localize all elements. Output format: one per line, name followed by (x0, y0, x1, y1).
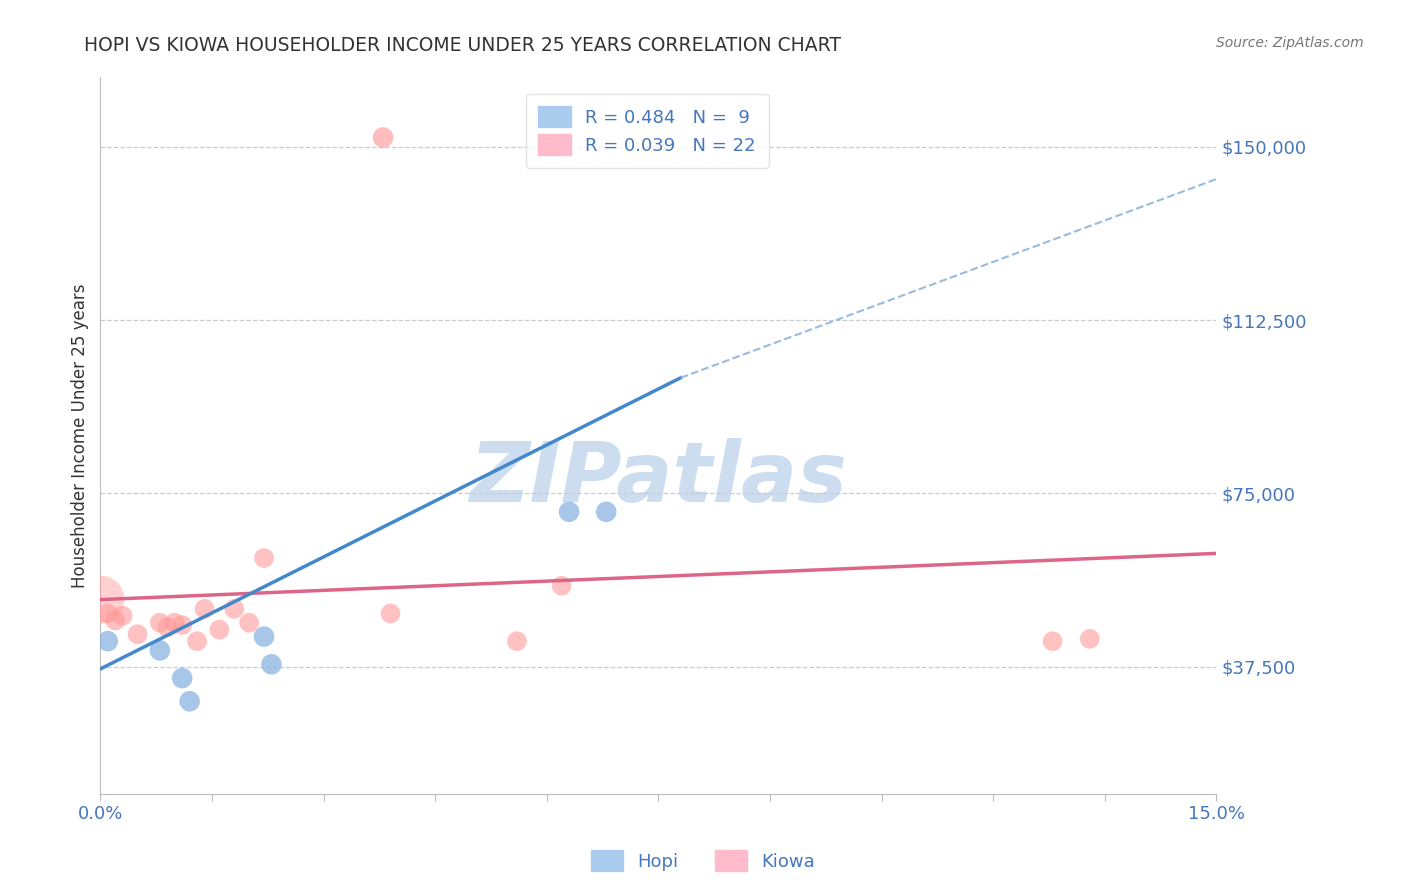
Point (163, 615, 186, 630)
Point (97, 634, 120, 648)
Point (193, 602, 215, 616)
Point (595, 505, 617, 519)
Point (97, 607, 120, 621)
Point (371, 130, 394, 145)
Point (253, 551, 276, 566)
Point (149, 643, 172, 657)
Text: HOPI VS KIOWA HOUSEHOLDER INCOME UNDER 25 YEARS CORRELATION CHART: HOPI VS KIOWA HOUSEHOLDER INCOME UNDER 2… (84, 36, 841, 54)
Point (253, 630, 276, 644)
Point (172, 618, 194, 632)
Legend: R = 0.484   N =  9, R = 0.039   N = 22: R = 0.484 N = 9, R = 0.039 N = 22 (526, 94, 769, 168)
Point (156, 620, 179, 634)
Legend: Hopi, Kiowa: Hopi, Kiowa (583, 843, 823, 879)
Point (380, 607, 402, 621)
Text: Source: ZipAtlas.com: Source: ZipAtlas.com (1216, 36, 1364, 50)
Y-axis label: Householder Income Under 25 years: Householder Income Under 25 years (72, 284, 89, 588)
Point (550, 579, 572, 593)
Point (149, 615, 172, 630)
Point (260, 657, 283, 672)
Point (172, 671, 194, 685)
Point (186, 634, 208, 648)
Point (1042, 634, 1064, 648)
Text: ZIPatlas: ZIPatlas (470, 438, 848, 519)
Point (89, 592, 111, 607)
Point (238, 615, 260, 630)
Point (104, 614, 127, 628)
Point (127, 627, 149, 641)
Point (224, 602, 246, 616)
Point (111, 608, 134, 623)
Point (1078, 632, 1101, 646)
Point (558, 505, 581, 519)
Point (506, 634, 529, 648)
Point (208, 623, 231, 637)
Point (179, 694, 201, 708)
